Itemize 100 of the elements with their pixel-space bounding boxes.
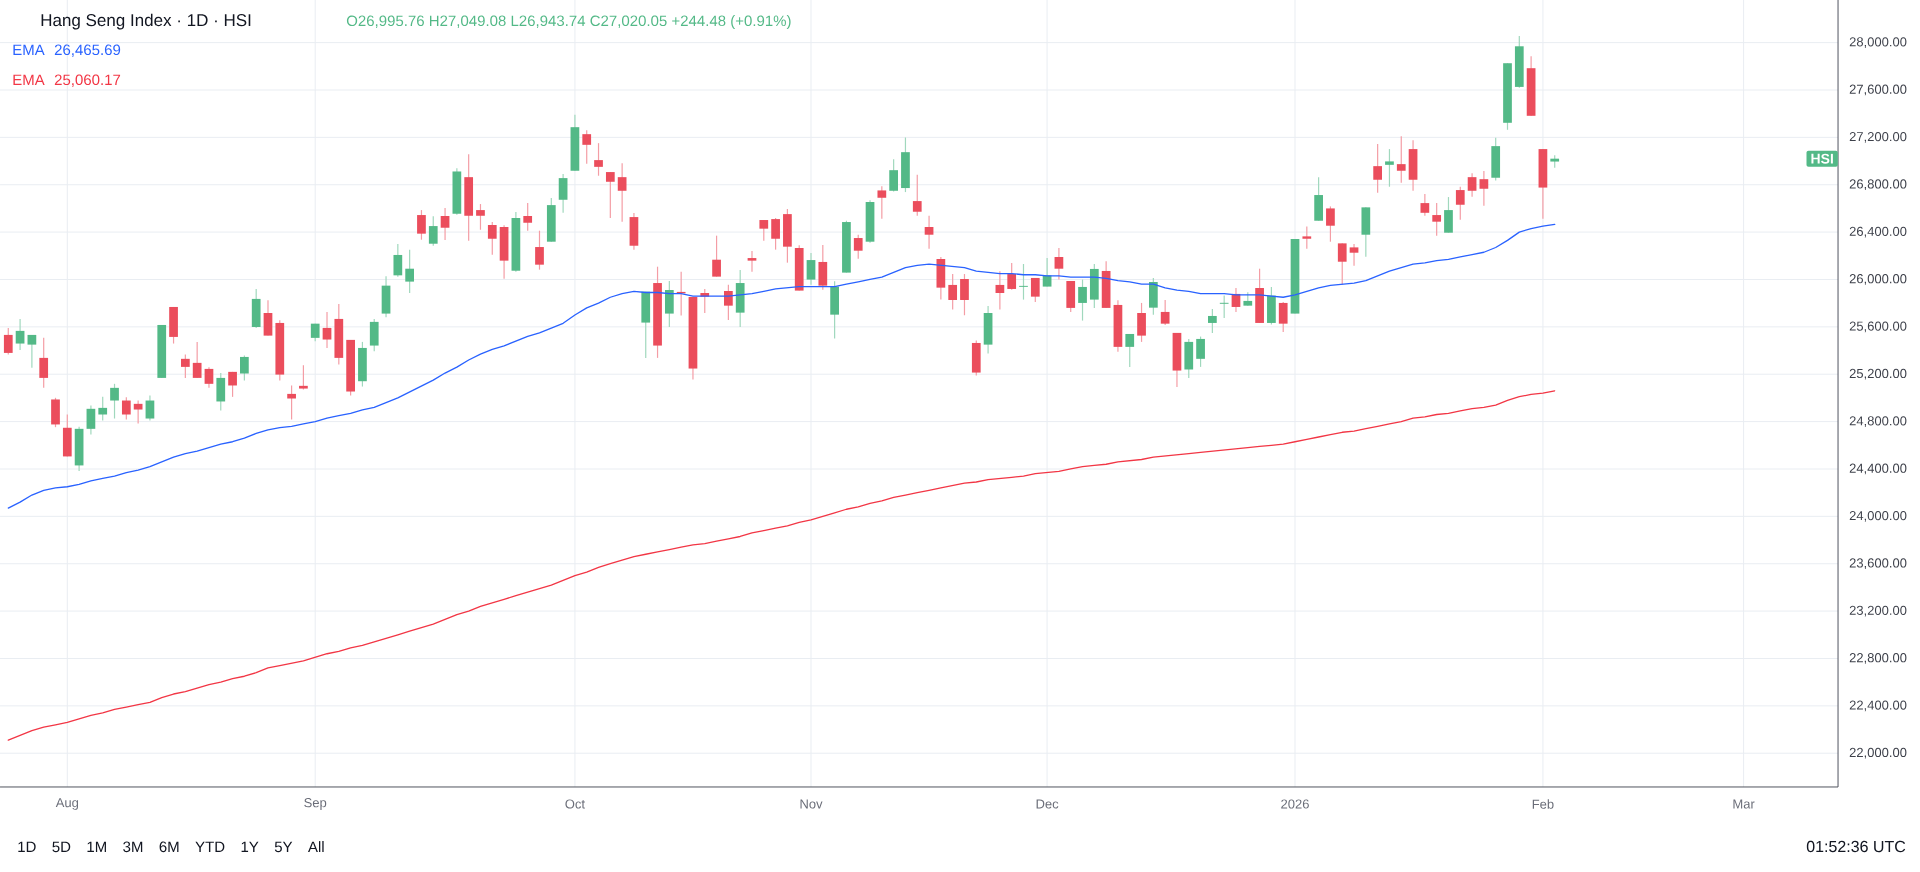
candlestick <box>1054 247 1064 281</box>
candlestick <box>440 207 450 241</box>
candlestick <box>1479 170 1489 207</box>
candlestick <box>240 354 249 382</box>
y-tick-label: 24,000.00 <box>1849 510 1907 522</box>
candlestick <box>1219 294 1229 319</box>
y-tick-label: 23,600.00 <box>1849 558 1907 570</box>
candlestick <box>712 235 721 278</box>
candlestick <box>724 284 733 321</box>
candlestick <box>192 341 202 379</box>
x-tick-label: Nov <box>800 799 823 809</box>
candlestick <box>759 219 769 242</box>
candlestick <box>405 249 415 294</box>
y-tick-label: 23,200.00 <box>1849 605 1907 617</box>
candlestick <box>617 162 627 223</box>
candlestick <box>86 404 96 436</box>
candlestick <box>1455 186 1465 221</box>
candlestick <box>1019 263 1028 301</box>
candlestick <box>1385 148 1394 188</box>
text: 5D <box>52 841 71 853</box>
candlestick <box>263 299 273 337</box>
candlestick <box>39 337 49 389</box>
candlestick <box>228 371 237 398</box>
text: Hang Seng Index · 1D · HSI <box>41 13 251 30</box>
candlestick <box>1278 301 1288 333</box>
candlestick <box>558 173 568 214</box>
candlestick <box>582 129 592 165</box>
candlestick <box>924 215 934 250</box>
annotation: 26,465.69 <box>54 44 121 57</box>
candlestick <box>1432 202 1442 237</box>
candlestick <box>747 250 757 273</box>
candlestick <box>853 234 863 260</box>
candlestick <box>145 394 155 422</box>
candlestick <box>912 174 922 217</box>
candlestick <box>369 318 379 352</box>
candlestick <box>1160 299 1170 326</box>
candlestick <box>605 171 615 219</box>
candlestick <box>1078 279 1087 322</box>
text: All <box>307 841 324 852</box>
candlestick <box>1208 308 1217 334</box>
y-tick-label: 26,800.00 <box>1849 179 1907 191</box>
candlestick <box>15 318 25 351</box>
candlestick <box>1007 262 1017 291</box>
x-tick-label: Mar <box>1733 799 1755 809</box>
candlestick <box>299 364 308 391</box>
y-tick-label: 26,000.00 <box>1849 274 1907 285</box>
candlestick <box>1137 302 1146 343</box>
candlestick <box>960 273 969 316</box>
y-tick-label: 28,000.00 <box>1849 37 1907 48</box>
x-tick-label: 2026 <box>1281 799 1309 809</box>
text: O26,995.76 H27,049.08 L26,943.74 C27,020.05 +244.48 (+0.91%) <box>346 15 791 30</box>
candlestick <box>523 202 533 232</box>
candlestick <box>1349 243 1359 267</box>
y-tick-label: 27,200.00 <box>1849 131 1907 143</box>
y-tick-label: 25,600.00 <box>1849 321 1907 333</box>
text: EMA <box>13 44 45 55</box>
annotation: HSI <box>1811 153 1833 164</box>
candlestick <box>1337 242 1347 286</box>
candlestick <box>1326 205 1335 243</box>
candlestick <box>121 396 131 421</box>
x-tick-label: Sep <box>304 798 327 810</box>
candlestick <box>3 327 13 356</box>
candlestick <box>1373 143 1383 194</box>
y-tick-label: 22,800.00 <box>1849 653 1907 664</box>
text: EMA <box>13 74 45 85</box>
candlestick <box>428 215 438 247</box>
y-tick-label: 24,400.00 <box>1849 463 1907 475</box>
candlestick <box>771 217 780 251</box>
candlestick <box>1420 193 1430 217</box>
candlestick <box>1125 333 1135 368</box>
candlestick <box>889 158 899 193</box>
text: 1Y <box>241 841 259 852</box>
y-tick-label: 26,400.00 <box>1849 226 1907 238</box>
x-tick-label: Dec <box>1036 799 1059 809</box>
text: 3M <box>123 841 143 853</box>
candlestick <box>1467 172 1477 198</box>
y-tick-label: 24,800.00 <box>1849 416 1907 427</box>
candlestick <box>594 142 603 177</box>
candlestick <box>995 270 1005 311</box>
candlestick <box>1444 196 1453 234</box>
x-tick-label: Feb <box>1532 799 1554 809</box>
annotation: 25,060.17 <box>54 74 121 87</box>
candlestick <box>393 243 403 278</box>
y-tick-label: 27,600.00 <box>1849 84 1907 96</box>
candlestick <box>204 366 214 389</box>
candlestick <box>948 273 958 311</box>
candlestick <box>535 230 544 271</box>
text: 01:52:36 UTC <box>1806 840 1906 853</box>
text: 5Y <box>274 841 293 853</box>
candlestick <box>110 383 119 420</box>
candlestick <box>818 244 828 291</box>
candlestick <box>476 203 485 231</box>
candlestick <box>1396 135 1406 184</box>
candlestick <box>98 396 108 422</box>
text: 6M <box>159 841 179 853</box>
candlestick <box>287 384 296 421</box>
candlestick <box>806 252 816 286</box>
candlestick <box>1302 225 1312 250</box>
candlestick <box>417 209 426 241</box>
candlestick <box>1030 277 1040 303</box>
